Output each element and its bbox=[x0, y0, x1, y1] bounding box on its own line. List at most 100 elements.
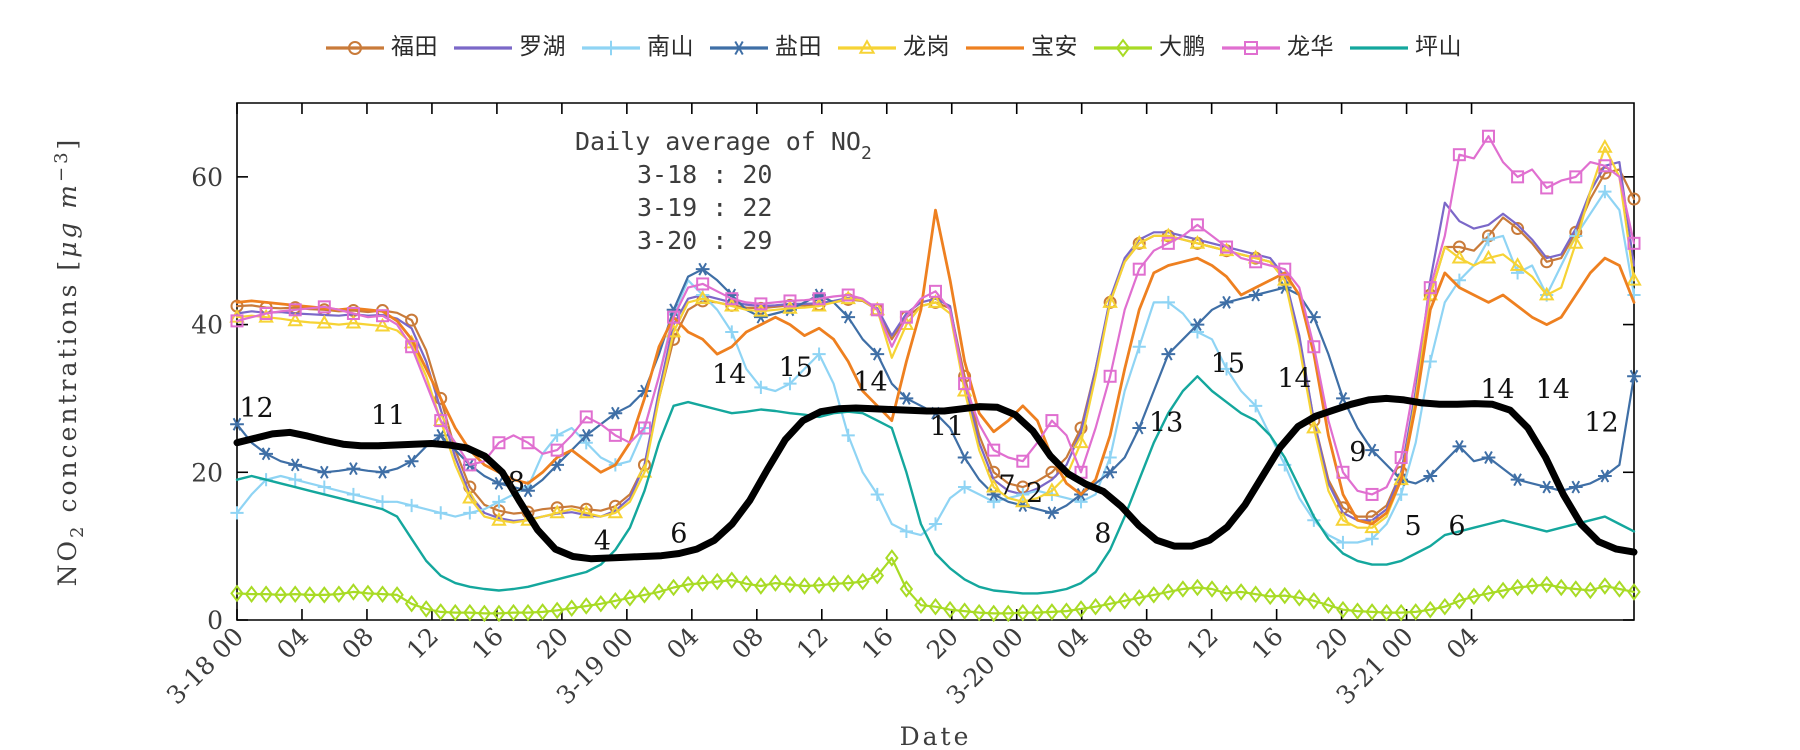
series-marker bbox=[345, 314, 362, 329]
legend-item-2[interactable]: 罗湖 bbox=[452, 36, 566, 59]
series-marker bbox=[550, 428, 564, 442]
series-path bbox=[235, 375, 1636, 595]
x-tick-label: 12 bbox=[791, 622, 834, 665]
annotation-line: 3-18 : 20 bbox=[637, 160, 772, 189]
series-marker bbox=[1569, 580, 1583, 598]
series-marker bbox=[433, 603, 448, 621]
series-marker bbox=[230, 506, 244, 520]
series-marker bbox=[1074, 600, 1088, 618]
series-marker bbox=[696, 277, 710, 291]
y-axis-title: NO2 concentrations [μg m−3] bbox=[51, 137, 88, 587]
series-path bbox=[235, 135, 1636, 496]
series-marker bbox=[346, 306, 360, 320]
series-marker bbox=[1190, 578, 1205, 597]
series-marker bbox=[840, 290, 856, 305]
series-marker bbox=[1277, 586, 1292, 605]
series-marker bbox=[302, 586, 317, 604]
x-tick-label: 12 bbox=[1181, 622, 1224, 665]
series-marker bbox=[870, 487, 884, 502]
series-marker bbox=[1394, 487, 1408, 502]
x-tick-label: 20 bbox=[921, 622, 964, 665]
series-marker bbox=[1249, 255, 1263, 269]
legend-swatch-star-icon bbox=[710, 40, 768, 55]
series-marker bbox=[230, 417, 244, 431]
series-marker bbox=[1045, 465, 1059, 479]
series-marker bbox=[652, 583, 666, 601]
series-marker bbox=[1538, 286, 1555, 301]
series-marker bbox=[375, 465, 390, 479]
series-marker bbox=[1176, 580, 1190, 598]
series-marker bbox=[1598, 469, 1612, 483]
series-marker bbox=[1598, 577, 1612, 595]
series-marker bbox=[812, 576, 826, 595]
series-3 bbox=[230, 185, 1641, 550]
series-marker bbox=[1219, 584, 1234, 603]
legend-item-8[interactable]: 龙华 bbox=[1220, 36, 1334, 59]
series-marker bbox=[1161, 347, 1176, 361]
legend-item-1[interactable]: 福田 bbox=[324, 36, 438, 59]
series-marker bbox=[404, 454, 419, 468]
series-marker bbox=[491, 511, 507, 526]
series-marker bbox=[1365, 532, 1379, 546]
series-marker bbox=[273, 586, 288, 604]
legend-swatch-none-icon bbox=[454, 45, 512, 50]
series-marker bbox=[1423, 600, 1438, 619]
series-marker bbox=[405, 340, 419, 354]
series-1 bbox=[230, 166, 1641, 524]
series-marker bbox=[1627, 369, 1641, 383]
legend-item-9[interactable]: 坪山 bbox=[1348, 36, 1462, 59]
series-marker bbox=[694, 290, 711, 305]
chart-legend: 福田 罗湖 南山 盐田 龙岗 宝安 大鹏 龙华 坪山 bbox=[0, 36, 1800, 59]
series-marker bbox=[317, 480, 331, 494]
legend-item-4[interactable]: 盐田 bbox=[708, 36, 822, 59]
series-marker bbox=[1525, 577, 1539, 595]
mean-value-annotation: 13 bbox=[1149, 408, 1183, 439]
series-marker bbox=[1554, 578, 1569, 597]
mean-value-annotation: 9 bbox=[1349, 437, 1366, 468]
legend-swatch-circle-icon bbox=[326, 40, 384, 55]
series-marker bbox=[636, 463, 653, 478]
legend-item-3[interactable]: 南山 bbox=[580, 36, 694, 59]
series-marker bbox=[1016, 454, 1030, 468]
series-marker bbox=[1190, 325, 1205, 339]
series-marker bbox=[550, 601, 564, 620]
series-marker bbox=[375, 585, 390, 603]
series-marker bbox=[374, 317, 391, 332]
series-marker bbox=[1540, 181, 1554, 195]
series-marker bbox=[885, 549, 899, 567]
series-marker bbox=[1103, 369, 1117, 383]
series-path bbox=[235, 146, 1636, 529]
legend-item-7[interactable]: 大鹏 bbox=[1092, 36, 1206, 59]
series-marker bbox=[405, 498, 419, 513]
series-marker bbox=[899, 391, 914, 405]
series-marker bbox=[710, 572, 724, 591]
series-marker bbox=[754, 310, 768, 324]
series-path bbox=[235, 190, 1636, 544]
series-marker bbox=[1161, 236, 1175, 250]
series-marker bbox=[812, 347, 826, 361]
series-marker bbox=[754, 380, 768, 394]
series-marker bbox=[463, 458, 477, 472]
series-marker bbox=[1336, 535, 1350, 550]
series-marker bbox=[1335, 511, 1351, 526]
mean-value-annotation: 8 bbox=[1094, 518, 1111, 549]
series-marker bbox=[1598, 185, 1612, 199]
series-marker bbox=[1365, 443, 1379, 457]
mean-value-annotation: 15 bbox=[779, 352, 813, 383]
mean-value-annotation: 8 bbox=[508, 467, 525, 498]
series-marker bbox=[1365, 603, 1379, 621]
series-marker bbox=[958, 377, 972, 391]
series-marker bbox=[623, 589, 637, 607]
series-marker bbox=[637, 586, 652, 604]
series-marker bbox=[1131, 234, 1147, 249]
legend-item-6[interactable]: 宝安 bbox=[964, 36, 1078, 59]
series-marker bbox=[1627, 192, 1641, 206]
series-marker bbox=[1263, 587, 1277, 606]
series-marker bbox=[725, 292, 739, 306]
legend-item-5[interactable]: 龙岗 bbox=[836, 36, 950, 59]
series-marker bbox=[288, 458, 303, 472]
series-marker bbox=[578, 504, 595, 519]
series-marker bbox=[1249, 399, 1263, 413]
